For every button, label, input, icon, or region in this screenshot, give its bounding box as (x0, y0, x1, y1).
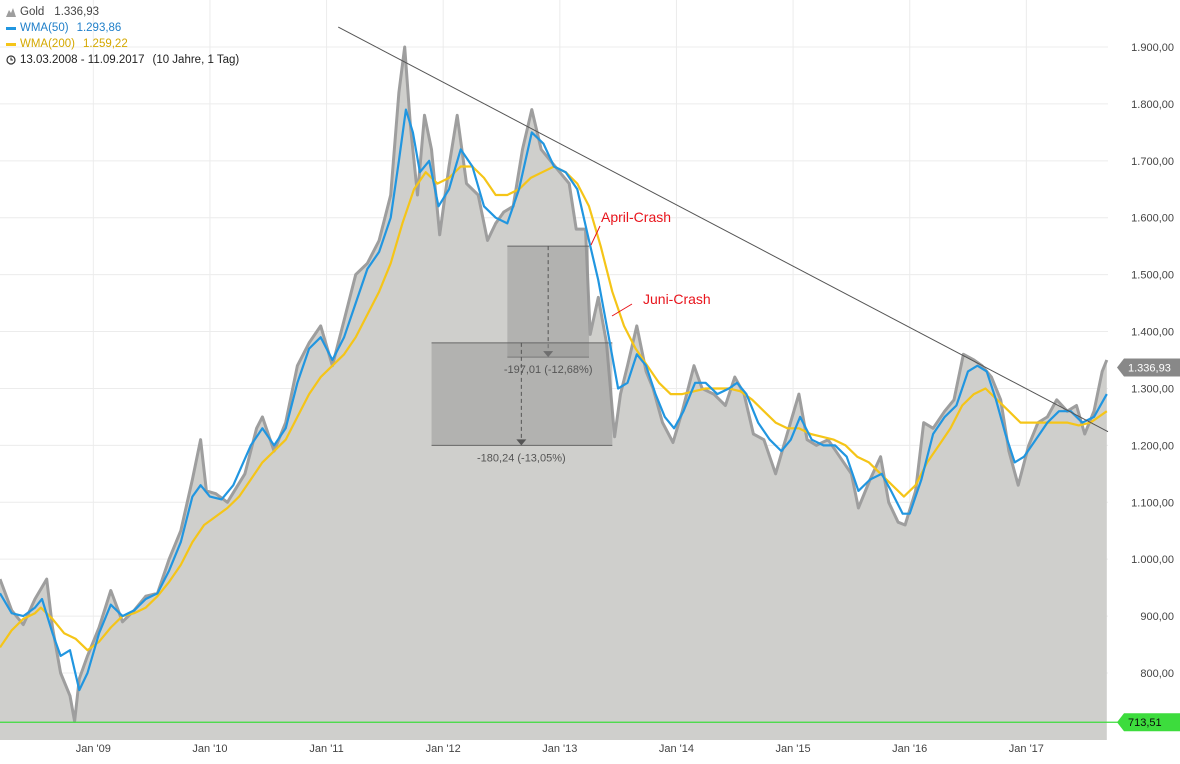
y-tick-label: 1.600,00 (1131, 213, 1174, 225)
legend-row-wma50[interactable]: WMA(50) 1.293,86 (6, 20, 239, 36)
resistance-trendline (337, 26, 1109, 433)
support-price-tag (1117, 713, 1180, 732)
legend-row-gold[interactable]: Gold 1.336,93 (6, 4, 239, 20)
x-tick-label: Jan '16 (892, 743, 927, 755)
legend-swatch-wma200 (6, 42, 16, 46)
x-tick-label: Jan '11 (309, 743, 343, 755)
y-tick-label: 1.500,00 (1131, 270, 1174, 282)
measurement-label-1: -197,01 (-12,68%) (504, 364, 593, 376)
x-tick-label: Jan '09 (76, 743, 111, 755)
measurement-arrow-head-1 (543, 351, 554, 358)
legend-gold-name: Gold (20, 6, 45, 18)
y-tick-label: 1.300,00 (1131, 383, 1174, 395)
y-tick-label: 900,00 (1140, 611, 1174, 623)
legend-swatch-wma50 (6, 26, 16, 30)
legend-gold-value: 1.336,93 (54, 6, 100, 18)
april-crash-pointer (590, 225, 601, 246)
y-tick-label: 1.100,00 (1131, 497, 1174, 509)
y-tick-label: 1.800,00 (1131, 99, 1174, 111)
legend-wma200-name: WMA(200) (20, 38, 75, 50)
legend-wma200-value: 1.259,22 (82, 38, 128, 50)
clock-icon (6, 55, 16, 65)
x-tick-label: Jan '17 (1009, 743, 1044, 755)
y-tick-label: 800,00 (1140, 668, 1174, 680)
legend-row-range[interactable]: 13.03.2008 - 11.09.2017 (10 Jahre, 1 Tag… (6, 52, 239, 68)
last-price-label: 1.336,93 (1128, 362, 1171, 374)
x-tick-label: Jan '13 (542, 743, 577, 755)
juni-crash-label: Juni-Crash (643, 291, 711, 307)
gold-area-fill (0, 47, 1107, 740)
y-tick-label: 1.000,00 (1131, 554, 1174, 566)
y-tick-label: 1.700,00 (1131, 156, 1174, 168)
measurement-box-2 (431, 342, 613, 446)
april-crash-label: April-Crash (601, 209, 671, 225)
legend-range-text: 13.03.2008 - 11.09.2017 (20, 54, 145, 66)
x-tick-label: Jan '10 (192, 743, 227, 755)
y-tick-label: 1.200,00 (1131, 440, 1174, 452)
wma50-line (0, 108, 1108, 692)
legend-range-period: (10 Jahre, 1 Tag) (152, 54, 240, 66)
gold-price-line (0, 45, 1109, 723)
y-tick-label: 1.900,00 (1131, 42, 1174, 54)
measurement-label-2: -180,24 (-13,05%) (477, 452, 566, 464)
mountain-chart-icon (6, 8, 16, 17)
chart-legend: Gold 1.336,93 WMA(50) 1.293,86 WMA(200) … (6, 4, 239, 68)
measurement-arrow-head-2 (516, 439, 527, 446)
legend-row-wma200[interactable]: WMA(200) 1.259,22 (6, 36, 239, 52)
wma200-line (0, 165, 1108, 652)
x-tick-label: Jan '14 (659, 743, 694, 755)
y-tick-label: 1.400,00 (1131, 327, 1174, 339)
x-tick-label: Jan '12 (426, 743, 461, 755)
juni-crash-pointer (611, 303, 633, 317)
legend-wma50-name: WMA(50) (20, 22, 69, 34)
support-price-label: 713,51 (1128, 717, 1162, 729)
last-price-tag (1117, 358, 1180, 377)
legend-wma50-value: 1.293,86 (76, 22, 122, 34)
x-tick-label: Jan '15 (776, 743, 811, 755)
